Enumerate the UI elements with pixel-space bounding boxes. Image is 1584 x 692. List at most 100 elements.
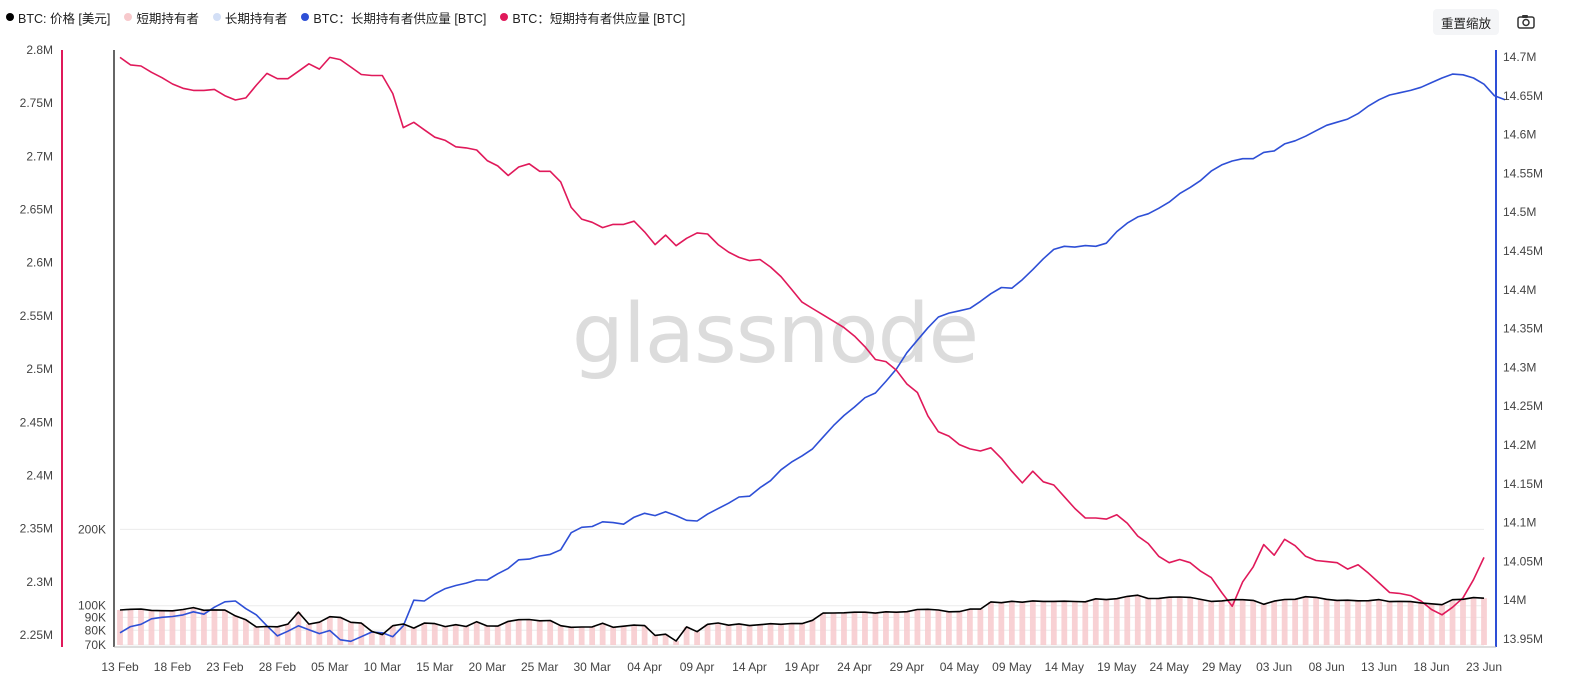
sth-area-bar	[883, 611, 889, 645]
reset-zoom-button[interactable]: 重置缩放	[1433, 9, 1499, 35]
legend-label-lth-area: 长期持有者	[224, 11, 288, 26]
sth-area-bar	[201, 610, 207, 645]
sth-area-bar	[820, 613, 826, 645]
legend-label-lth-supply: BTC：长期持有者供应量 [BTC]	[313, 11, 487, 26]
x-tick-label: 09 May	[992, 660, 1031, 674]
legend-label-sth-supply: BTC：短期持有者供应量 [BTC]	[512, 11, 686, 26]
sth-area-bar	[778, 624, 784, 645]
x-tick-label: 14 Apr	[732, 660, 767, 674]
x-tick-label: 19 Apr	[785, 660, 820, 674]
x-tick-label: 28 Feb	[259, 660, 297, 674]
sth-area-bar	[1271, 601, 1278, 645]
left-tick-label: 2.5M	[26, 362, 53, 376]
right-tick-label: 14.7M	[1503, 50, 1536, 64]
right-tick-label: 14.3M	[1503, 360, 1536, 374]
sth-area-bar	[746, 625, 753, 645]
sth-area-bar	[400, 624, 407, 645]
sth-area-bar	[222, 610, 228, 645]
sth-area-bar	[662, 634, 669, 645]
sth-area-bar	[138, 609, 144, 645]
price-tick-label: 70K	[85, 638, 106, 652]
legend-item-sth-area[interactable]: 短期持有者	[124, 8, 199, 27]
left-tick-label: 2.65M	[20, 203, 53, 217]
sth-area-bar	[998, 602, 1005, 645]
right-tick-label: 14.05M	[1503, 554, 1543, 568]
sth-area-bar	[1386, 601, 1393, 645]
x-tick-label: 08 Jun	[1309, 660, 1345, 674]
sth-area-bar	[494, 626, 501, 645]
left-tick-label: 2.7M	[26, 149, 53, 163]
sth-area-bar	[358, 623, 365, 645]
legend-item-lth-supply[interactable]: BTC：长期持有者供应量 [BTC]	[301, 8, 486, 27]
sth-area-bar	[264, 626, 270, 645]
x-tick-label: 15 Mar	[416, 660, 453, 674]
sth-area-bar	[914, 609, 921, 645]
tick-labels: 2.25M 2.3M 2.35M 2.4M 2.45M 2.5M 2.55M 2.6M 2.65…	[20, 43, 1543, 674]
left-tick-label: 2.45M	[20, 415, 53, 429]
x-tick-label: 29 May	[1202, 660, 1241, 674]
x-tick-label: 18 Jun	[1414, 660, 1450, 674]
sth-area-bar	[442, 626, 449, 645]
sth-area-bar	[1376, 599, 1382, 645]
sth-area-bar	[389, 625, 396, 645]
left-tick-label: 2.25M	[20, 628, 53, 642]
left-tick-label: 2.35M	[20, 522, 53, 536]
sth-area-bar	[1061, 601, 1068, 645]
axes	[61, 50, 1497, 648]
sth-area-bar	[452, 624, 459, 645]
x-tick-label: 23 Jun	[1466, 660, 1502, 674]
legend-label-sth-area: 短期持有者	[136, 11, 199, 26]
sth-area-bar	[694, 631, 700, 645]
sth-area-bar	[578, 627, 585, 645]
right-tick-label: 14.5M	[1503, 205, 1536, 219]
sth-area-bar	[757, 624, 763, 645]
sth-area-bar	[1439, 604, 1445, 645]
sth-area-bar	[1397, 601, 1403, 645]
sth-area-bar	[243, 619, 249, 645]
x-tick-label: 24 May	[1150, 660, 1189, 674]
sth-area-bar	[1124, 596, 1131, 645]
sth-area-bar	[1187, 597, 1194, 645]
sth-area-bar	[232, 615, 239, 645]
sth-area-bar	[547, 620, 554, 645]
sth-area-bar	[1250, 600, 1257, 645]
x-tick-label: 04 May	[940, 660, 979, 674]
x-tick-label: 24 Apr	[837, 660, 872, 674]
sth-area-bar	[505, 621, 512, 645]
left-tick-label: 2.3M	[26, 575, 53, 589]
legend-item-price[interactable]: BTC: 价格 [美元]	[6, 8, 110, 27]
sth-area-bar	[1176, 597, 1183, 645]
sth-area-bar	[809, 620, 816, 645]
sth-area-bar	[925, 609, 931, 645]
x-tick-label: 14 May	[1045, 660, 1084, 674]
sth-area-bar	[788, 623, 795, 645]
legend-item-lth-area[interactable]: 长期持有者	[212, 8, 288, 27]
sth-area-bar	[295, 612, 302, 645]
sth-area-bar	[284, 624, 291, 645]
sth-area-bar	[704, 624, 711, 645]
sth-area-bar	[1292, 599, 1299, 645]
right-tick-label: 14.2M	[1503, 438, 1536, 452]
legend-label-price: BTC: 价格 [美元]	[18, 11, 111, 26]
x-tick-label: 29 Apr	[890, 660, 925, 674]
sth-area-bar	[431, 623, 438, 645]
sth-area-bar	[1239, 599, 1246, 645]
sth-area-bar	[463, 626, 470, 645]
legend-item-sth-supply[interactable]: BTC：短期持有者供应量 [BTC]	[500, 8, 685, 27]
sth-area-bar	[725, 625, 732, 645]
price-tick-label: 90K	[85, 610, 106, 624]
camera-button[interactable]	[1513, 11, 1539, 33]
right-tick-label: 14.35M	[1503, 322, 1543, 336]
sth-area-bar	[1082, 601, 1089, 645]
legend-dot-lth-supply	[301, 13, 310, 21]
right-tick-label: 14.4M	[1503, 283, 1536, 297]
right-tick-label: 14.1M	[1503, 516, 1536, 530]
x-tick-label: 13 Jun	[1361, 660, 1397, 674]
sth-area-bar	[599, 623, 606, 645]
sth-area-bar	[1449, 599, 1456, 645]
sth-area-bar	[610, 627, 617, 645]
sth-area-bar	[1134, 595, 1141, 645]
sth-area-bar	[977, 609, 984, 645]
sth-area-bar	[526, 619, 533, 645]
